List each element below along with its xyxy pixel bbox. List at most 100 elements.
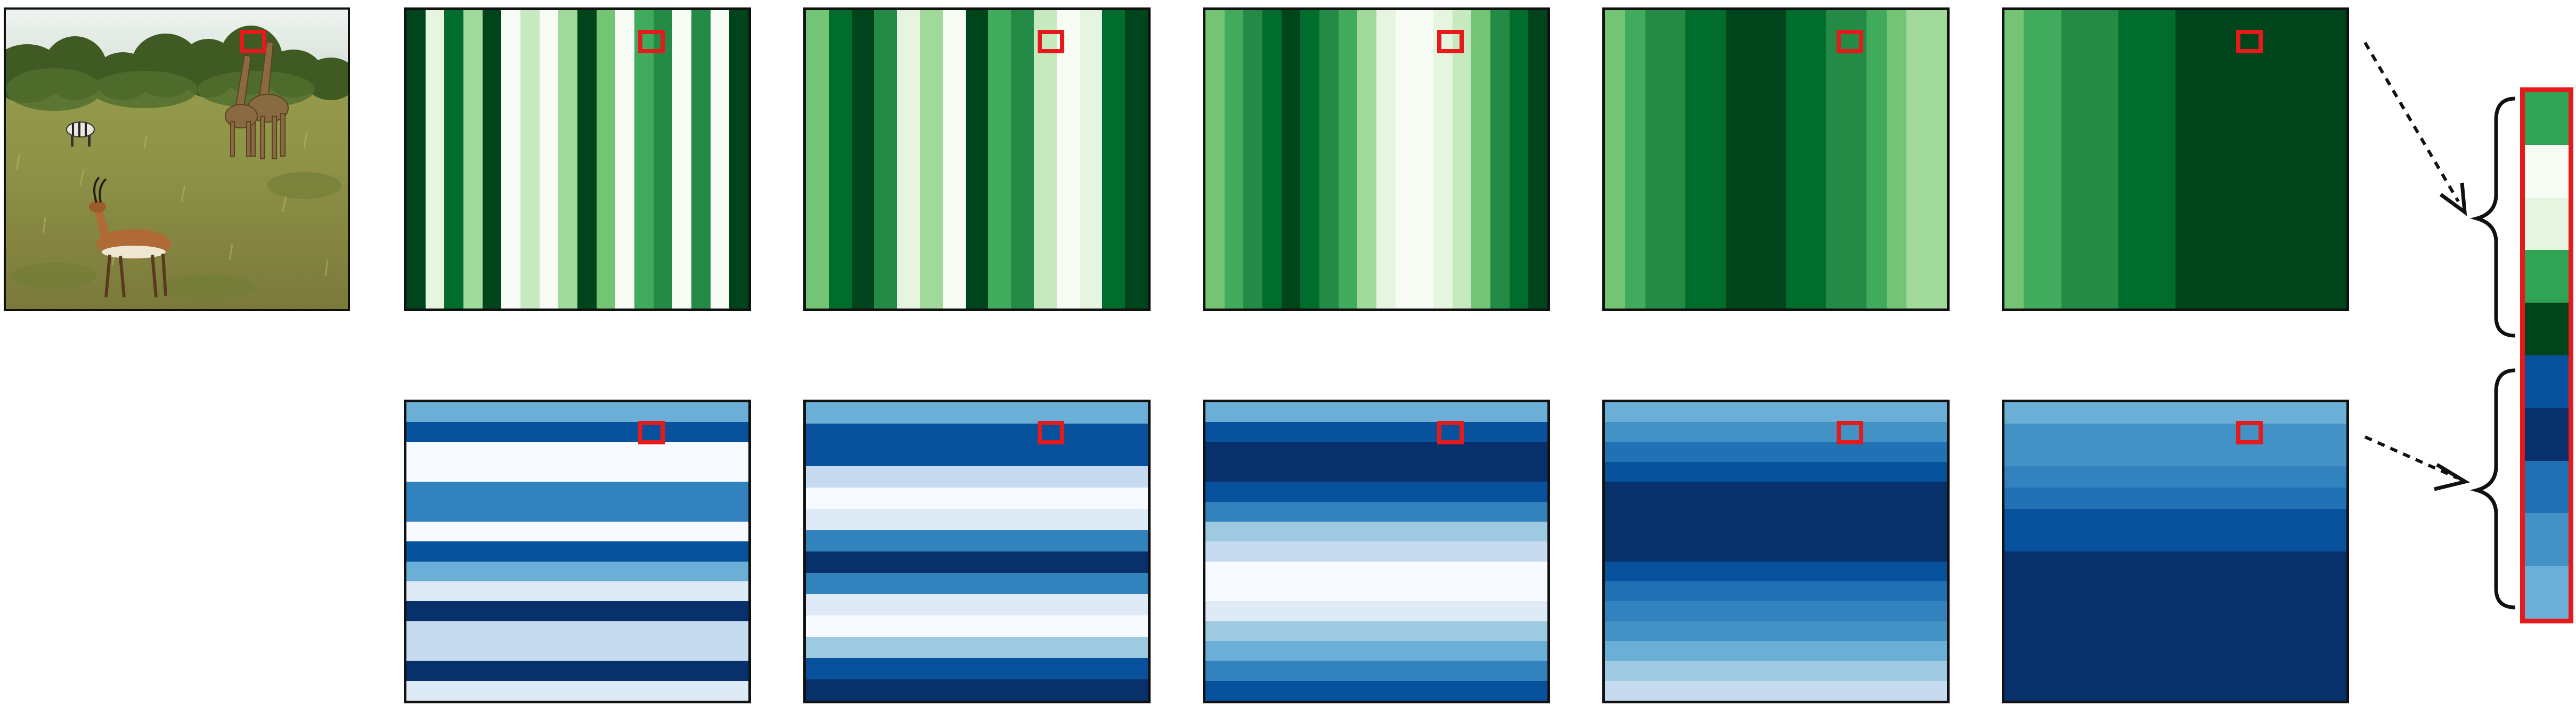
stripe-11 <box>2194 10 2214 309</box>
stripe-18 <box>729 10 748 309</box>
stripe-9 <box>1605 561 1947 581</box>
stripe-1 <box>1205 402 1547 423</box>
stripe-8 <box>2137 10 2157 309</box>
green-panel-4 <box>1602 7 1950 311</box>
stripe-1 <box>2004 402 2346 424</box>
stripe-7 <box>2004 530 2346 551</box>
stripe-14 <box>2004 679 2346 701</box>
stripe-2 <box>1224 10 1244 309</box>
stripe-2 <box>1205 422 1547 442</box>
stripe-10 <box>1205 581 1547 602</box>
stripe-6 <box>1300 10 1320 309</box>
stripe-13 <box>406 640 748 661</box>
stripe-5 <box>482 10 502 309</box>
stripe-8 <box>1338 10 1358 309</box>
stripe-9 <box>806 573 1148 594</box>
stripe-10 <box>1011 10 1034 309</box>
stripe-9 <box>1357 10 1377 309</box>
stripe-13 <box>1433 10 1453 309</box>
stripe-6 <box>1705 10 1726 309</box>
stripe-14 <box>1102 10 1126 309</box>
curly-brace-icon <box>2469 96 2516 338</box>
savanna-photo <box>4 7 350 311</box>
stripe-6 <box>2004 509 2346 530</box>
stripe-4 <box>2061 10 2081 309</box>
vector-cell-6 <box>2525 355 2569 408</box>
stripe-7 <box>406 521 748 542</box>
green-panel-3 <box>1203 7 1550 311</box>
stripe-1 <box>2004 10 2024 309</box>
blue-stripes-2 <box>806 402 1148 701</box>
stripe-8 <box>1205 541 1547 562</box>
stripe-1 <box>806 402 1148 424</box>
stripe-2 <box>406 422 748 442</box>
stripe-12 <box>1056 10 1080 309</box>
blue-stripes-3 <box>1205 402 1547 701</box>
stripe-3 <box>1243 10 1263 309</box>
stripe-1 <box>1205 10 1225 309</box>
blue-panel-5 <box>2002 400 2349 703</box>
stripe-12 <box>1826 10 1847 309</box>
stripe-13 <box>1605 640 1947 661</box>
stripe-14 <box>1205 661 1547 681</box>
stripe-4 <box>2004 466 2346 488</box>
green-stripes-2 <box>806 10 1148 309</box>
stripe-9 <box>558 10 578 309</box>
stripe-8 <box>806 551 1148 573</box>
stripe-10 <box>2004 594 2346 615</box>
blue-stripes-5 <box>2004 402 2346 701</box>
stripe-14 <box>1866 10 1887 309</box>
stripe-8 <box>965 10 989 309</box>
green-panel-5 <box>2002 7 2349 311</box>
stripe-13 <box>634 10 654 309</box>
stripe-3 <box>444 10 464 309</box>
stripe-13 <box>2232 10 2252 309</box>
blue-panel-1 <box>404 400 751 703</box>
blue-stripes-1 <box>406 402 748 701</box>
stripe-15 <box>1886 10 1907 309</box>
stripe-2 <box>1605 422 1947 442</box>
stripe-11 <box>596 10 616 309</box>
stripe-2 <box>828 10 852 309</box>
vector-cell-2 <box>2525 144 2569 198</box>
stripe-4 <box>1605 461 1947 482</box>
stripe-3 <box>851 10 875 309</box>
stripe-11 <box>1605 601 1947 621</box>
stripe-5 <box>2004 488 2346 509</box>
stripe-17 <box>1509 10 1529 309</box>
blue-panel-5-marker <box>2236 421 2263 444</box>
stripe-3 <box>806 445 1148 466</box>
stripe-12 <box>806 637 1148 658</box>
vector-cell-3 <box>2525 197 2569 250</box>
stripe-7 <box>1205 521 1547 542</box>
green-stripes-4 <box>1605 10 1947 309</box>
dotted-arrow-icon <box>2363 42 2467 216</box>
stripe-2 <box>806 424 1148 445</box>
stripe-3 <box>1605 442 1947 462</box>
feature-vector <box>2520 87 2573 623</box>
stripe-10 <box>1376 10 1396 309</box>
vector-cell-10 <box>2525 566 2569 619</box>
stripe-4 <box>806 466 1148 488</box>
stripe-3 <box>2042 10 2062 309</box>
stripe-12 <box>1205 621 1547 641</box>
vector-cell-5 <box>2525 303 2569 355</box>
stripe-12 <box>2004 637 2346 658</box>
stripe-15 <box>1471 10 1491 309</box>
stripe-14 <box>806 679 1148 701</box>
green-stripes-3 <box>1205 10 1547 309</box>
stripe-8 <box>1746 10 1766 309</box>
stripe-5 <box>2080 10 2100 309</box>
dotted-arrow-icon <box>2364 435 2471 491</box>
stripe-7 <box>1725 10 1746 309</box>
vector-cell-4 <box>2525 250 2569 303</box>
green-panel-2 <box>803 7 1151 311</box>
stripe-13 <box>1846 10 1866 309</box>
stripe-9 <box>1205 561 1547 581</box>
stripe-6 <box>501 10 521 309</box>
stripe-7 <box>520 10 540 309</box>
stripe-1 <box>406 10 426 309</box>
stripe-15 <box>2270 10 2290 309</box>
stripe-5 <box>1685 10 1706 309</box>
stripe-11 <box>2004 615 2346 637</box>
